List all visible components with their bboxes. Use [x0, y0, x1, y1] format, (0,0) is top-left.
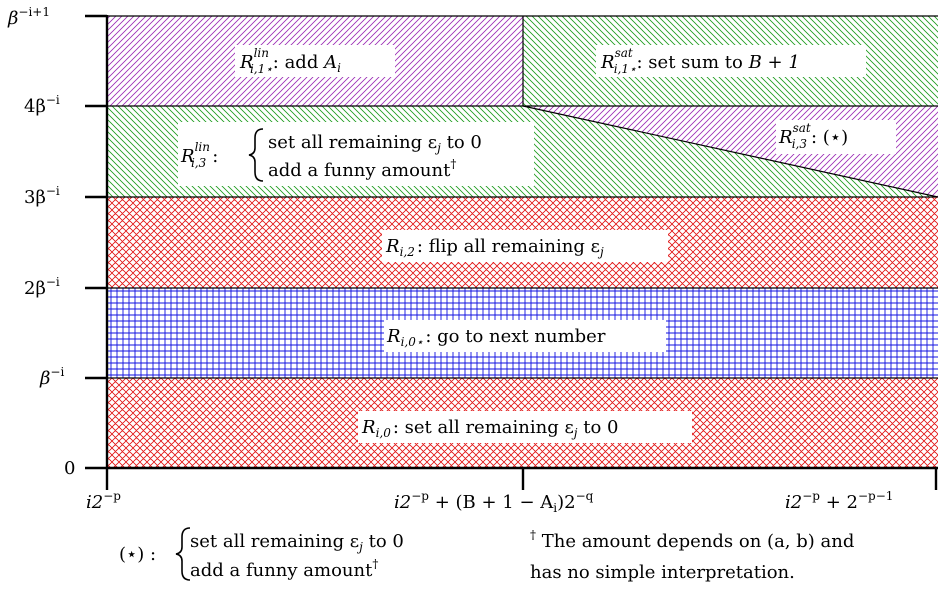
- footnote-star-line1: set all remaining εj to 0: [190, 531, 404, 554]
- brace-i3-lin: [248, 128, 264, 182]
- y-tick-5: β−i+1: [7, 5, 50, 29]
- x-tick-left: i2−p: [86, 489, 121, 513]
- brace-footnote-star: [175, 527, 191, 581]
- label-box-i0star: [384, 320, 666, 352]
- footnote-star-line2: add a funny amount†: [190, 557, 378, 581]
- x-tick-right: i2−p + 2−p−1: [785, 489, 893, 513]
- y-tick-2: 2β−i: [24, 275, 60, 299]
- x-tick-mid: i2−p + (B + 1 − Ai)2−q: [394, 489, 594, 515]
- x-tick-marks: [105, 468, 938, 490]
- y-tick-marks: [85, 14, 107, 470]
- label-box-i1-sat: [596, 45, 866, 77]
- label-box-i3-sat: [776, 120, 896, 154]
- region-boundaries: [107, 15, 938, 379]
- footnote-dagger-line2: has no simple interpretation.: [530, 562, 795, 583]
- label-i1-lin: Rlin i,1⋆: add Ai: [239, 46, 341, 76]
- label-i0: Ri,0: set all remaining εj to 0: [361, 417, 619, 440]
- y-tick-0: 0: [64, 458, 75, 479]
- footnote-star-label: (⋆) :: [119, 544, 156, 565]
- footnote-dagger-line1: † The amount depends on (a, b) and: [530, 528, 854, 552]
- label-i3-lin-line2: add a funny amount†: [268, 157, 456, 181]
- label-i3-sat: Rsat i,3: (⋆): [778, 121, 848, 151]
- label-i2: Ri,2: flip all remaining εj: [385, 236, 604, 259]
- y-tick-3: 3β−i: [24, 184, 60, 208]
- label-box-i2: [382, 230, 668, 262]
- label-i0star: Ri,0⋆: go to next number: [386, 326, 606, 349]
- y-tick-4: 4β−i: [24, 93, 60, 117]
- label-box-i3-lin: [178, 122, 534, 186]
- y-tick-1: β−i: [39, 365, 64, 389]
- label-i1-sat: Rsat i,1⋆: set sum to B + 1: [600, 46, 800, 76]
- label-i3-lin-name: Rlin i,3:: [180, 140, 218, 170]
- label-i3-lin-line1: set all remaining εj to 0: [268, 132, 482, 155]
- label-box-i0: [358, 411, 692, 443]
- label-box-i1-lin: [235, 45, 395, 77]
